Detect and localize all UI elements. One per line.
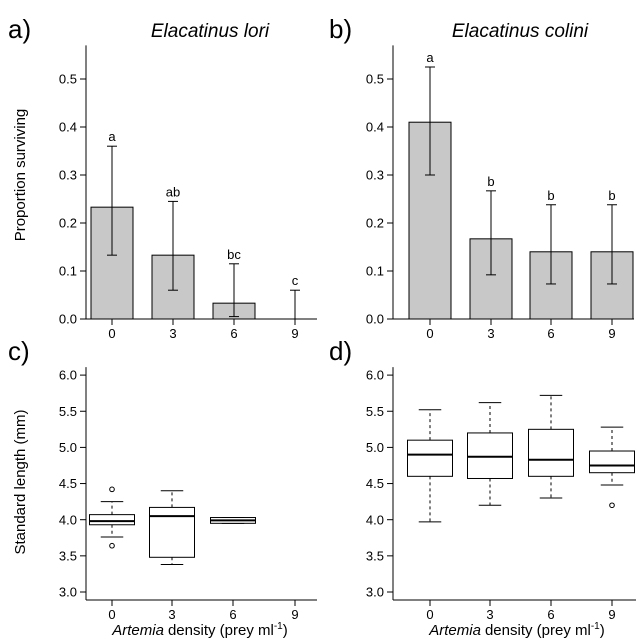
panel-label: c) <box>8 336 30 366</box>
outlier-point <box>609 502 615 509</box>
y-tick-label: 5.0 <box>59 440 77 455</box>
x-axis-title: Artemia density (prey ml-1) <box>428 621 604 639</box>
x-tick-label: 3 <box>168 607 175 622</box>
error-bar <box>425 66 435 176</box>
x-axis-title-close: ) <box>283 622 288 639</box>
x-tick-label: 9 <box>608 326 615 341</box>
box-plot-3 <box>467 402 513 506</box>
error-bar <box>290 289 300 320</box>
y-tick-label: 5.5 <box>366 404 384 419</box>
panel-c: c) 3.0 3.5 4.0 4.5 5.0 5.5 6.0 0 3 6 9 Standard leng… <box>8 336 317 639</box>
box-plot-9 <box>589 426 635 509</box>
error-bar <box>607 204 617 285</box>
x-tick-label: 0 <box>108 607 115 622</box>
y-tick-label: 4.5 <box>366 476 384 491</box>
y-tick-label: 0.4 <box>59 120 77 135</box>
outlier-point <box>109 486 115 493</box>
panel-title: Elacatinus colini <box>452 21 589 42</box>
box-plot-0 <box>89 486 135 549</box>
y-axis-title: Standard length (mm) <box>12 409 29 554</box>
y-tick-label: 4.0 <box>59 512 77 527</box>
significance-letter: c <box>292 273 299 288</box>
box-plot-6 <box>528 394 574 499</box>
x-tick-label: 6 <box>547 607 554 622</box>
error-bar <box>229 263 239 318</box>
box <box>407 439 453 477</box>
significance-letter: bc <box>227 247 241 262</box>
error-bar <box>168 200 178 291</box>
box-plot-6 <box>210 517 256 524</box>
x-axis-title: Artemia density (prey ml-1) <box>111 621 287 639</box>
x-tick-label: 3 <box>169 326 176 341</box>
significance-letter: b <box>608 188 615 203</box>
y-tick-label: 0.0 <box>59 312 77 327</box>
x-tick-label: 9 <box>291 326 298 341</box>
y-tick-label: 0.3 <box>59 168 77 183</box>
panel-label: d) <box>329 336 352 366</box>
y-tick-label: 5.5 <box>59 404 77 419</box>
significance-letter: b <box>547 188 554 203</box>
panel-title: Elacatinus lori <box>151 21 270 42</box>
y-tick-label: 0.5 <box>59 72 77 87</box>
y-tick-label: 0.1 <box>366 264 384 279</box>
significance-letter: a <box>426 50 434 65</box>
error-bar <box>546 204 556 285</box>
box <box>89 514 135 526</box>
x-tick-label: 3 <box>486 607 493 622</box>
y-tick-label: 4.5 <box>59 476 77 491</box>
y-tick-label: 0.3 <box>366 168 384 183</box>
x-axis-title-text: density (prey ml <box>485 622 591 639</box>
x-tick-label: 0 <box>426 607 433 622</box>
outlier-point <box>109 542 115 549</box>
y-tick-label: 0.5 <box>366 72 384 87</box>
significance-letter: ab <box>166 184 180 199</box>
y-tick-label: 3.5 <box>366 548 384 563</box>
panel-label: a) <box>8 14 31 44</box>
box-plot-3 <box>149 490 195 566</box>
x-tick-label: 6 <box>229 607 236 622</box>
box <box>467 432 513 479</box>
x-tick-label: 6 <box>547 326 554 341</box>
significance-letter: a <box>108 129 116 144</box>
y-axis-title: Proportion surviving <box>12 109 29 242</box>
y-tick-label: 6.0 <box>59 368 77 383</box>
x-tick-label: 6 <box>230 326 237 341</box>
x-axis-title-italic: Artemia <box>428 622 481 639</box>
panel-a: a) Elacatinus lori 0.0 0.1 0.2 0.3 0.4 0.5 0 3 6 9 a… <box>8 14 317 341</box>
y-tick-label: 0.2 <box>366 216 384 231</box>
x-axis-title-close: ) <box>600 622 605 639</box>
y-tick-label: 3.0 <box>59 585 77 600</box>
y-tick-label: 6.0 <box>366 368 384 383</box>
y-tick-label: 3.5 <box>59 548 77 563</box>
box <box>528 428 574 477</box>
error-bar <box>107 145 117 256</box>
x-tick-label: 0 <box>108 326 115 341</box>
box <box>589 450 635 474</box>
y-tick-label: 5.0 <box>366 440 384 455</box>
y-tick-label: 0.4 <box>366 120 384 135</box>
panel-b: b) Elacatinus colini 0.0 0.1 0.2 0.3 0.4 0.5 0 3 6… <box>329 14 634 341</box>
error-bar <box>486 190 496 276</box>
y-tick-label: 0.1 <box>59 264 77 279</box>
box <box>149 506 195 558</box>
panel-label: b) <box>329 14 352 44</box>
panel-d: d) 3.0 3.5 4.0 4.5 5.0 5.5 6.0 0 3 6 9 Artemia densit… <box>329 336 636 639</box>
x-tick-label: 9 <box>608 607 615 622</box>
y-tick-label: 3.0 <box>366 585 384 600</box>
x-axis-title-superscript: -1 <box>274 621 283 632</box>
x-axis-title-text: density (prey ml <box>168 622 274 639</box>
y-tick-label: 4.0 <box>366 512 384 527</box>
x-tick-label: 3 <box>487 326 494 341</box>
x-tick-label: 9 <box>291 607 298 622</box>
y-tick-label: 0.0 <box>366 312 384 327</box>
y-tick-label: 0.2 <box>59 216 77 231</box>
x-axis-title-superscript: -1 <box>591 621 600 632</box>
significance-letter: b <box>487 174 494 189</box>
box-plot-0 <box>407 409 453 523</box>
x-tick-label: 0 <box>426 326 433 341</box>
x-axis-title-italic: Artemia <box>111 622 164 639</box>
